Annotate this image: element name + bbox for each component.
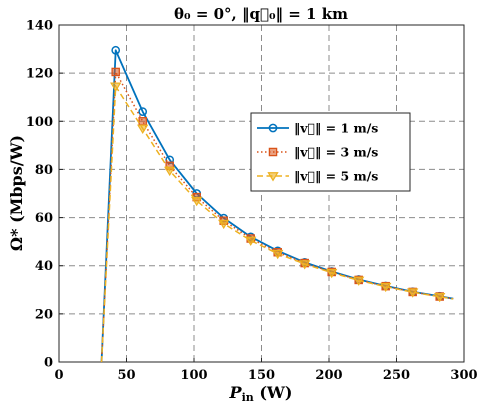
triangle-marker [164, 166, 176, 177]
triangle-marker [326, 268, 338, 279]
triangle-marker [245, 236, 257, 246]
series-3 [100, 82, 454, 363]
legend-square-marker [268, 147, 278, 157]
legend-label: ‖v⃗‖ = 3 m/s [294, 145, 378, 160]
x-axis-label: Pin (W) [229, 383, 293, 404]
x-axis-label-main: P [229, 383, 243, 402]
legend-label: ‖v⃗‖ = 5 m/s [294, 169, 378, 184]
circle-marker [138, 107, 148, 117]
triangle-marker [299, 260, 311, 270]
y-tick-label: 100 [26, 115, 53, 130]
x-tick-label: 0 [54, 368, 63, 383]
y-tick-label: 60 [35, 211, 53, 226]
series-layer [100, 45, 454, 363]
legend-circle-marker [268, 123, 278, 133]
legend-triangle-marker [267, 172, 279, 182]
triangle-marker [380, 282, 392, 293]
series-line [100, 49, 454, 363]
x-tick-label: 100 [180, 368, 207, 383]
square-marker [138, 117, 147, 126]
chart-title: θ₀ = 0°, ‖q⃗₀‖ = 1 km [174, 5, 348, 23]
series-2 [100, 67, 454, 363]
x-axis-label-subscript: in [242, 391, 254, 404]
legend-label: ‖v⃗‖ = 1 m/s [294, 121, 378, 136]
x-axis-label-unit: (W) [254, 383, 293, 402]
triangle-marker [191, 196, 203, 207]
y-tick-label: 0 [44, 356, 53, 371]
triangle-marker [434, 292, 446, 303]
triangle-marker [407, 288, 419, 298]
triangle-marker [272, 249, 284, 260]
square-marker [111, 67, 120, 77]
legend: ‖v⃗‖ = 1 m/s ‖v⃗‖ = 3 m/s ‖v⃗‖ = 5 m/s [250, 112, 411, 192]
y-axis-label: Ω* (Mbps/W) [7, 135, 26, 251]
y-tick-label: 140 [26, 19, 53, 34]
triangle-marker [110, 82, 122, 92]
series-line [100, 71, 454, 363]
triangle-marker [137, 124, 149, 135]
axis-ticks: 0 50 100 150 200 250 300 0 20 40 60 80 100 120 140 [26, 19, 478, 384]
legend-item: ‖v⃗‖ = 1 m/s [257, 121, 378, 136]
y-tick-label: 80 [35, 163, 53, 178]
x-tick-label: 150 [248, 368, 275, 383]
triangle-marker [353, 276, 365, 286]
triangle-marker [218, 219, 230, 230]
series-1 [100, 45, 454, 363]
legend-item: ‖v⃗‖ = 5 m/s [257, 169, 378, 184]
x-tick-label: 50 [117, 368, 135, 383]
legend-item: ‖v⃗‖ = 3 m/s [257, 145, 378, 160]
y-tick-label: 40 [35, 259, 53, 274]
y-tick-label: 120 [26, 67, 53, 82]
y-tick-label: 20 [35, 307, 53, 322]
x-tick-label: 200 [315, 368, 342, 383]
x-tick-label: 250 [383, 368, 410, 383]
circle-marker [111, 45, 121, 55]
x-tick-label: 300 [450, 368, 477, 383]
